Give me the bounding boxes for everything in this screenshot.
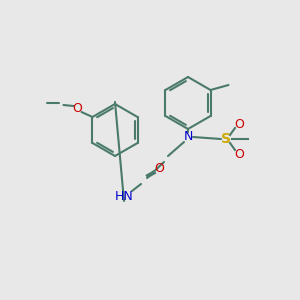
Text: O: O	[154, 163, 164, 176]
Text: O: O	[73, 103, 82, 116]
Text: O: O	[234, 118, 244, 130]
Text: S: S	[221, 132, 231, 146]
Text: O: O	[234, 148, 244, 160]
Text: HN: HN	[115, 190, 134, 202]
Text: N: N	[183, 130, 193, 143]
